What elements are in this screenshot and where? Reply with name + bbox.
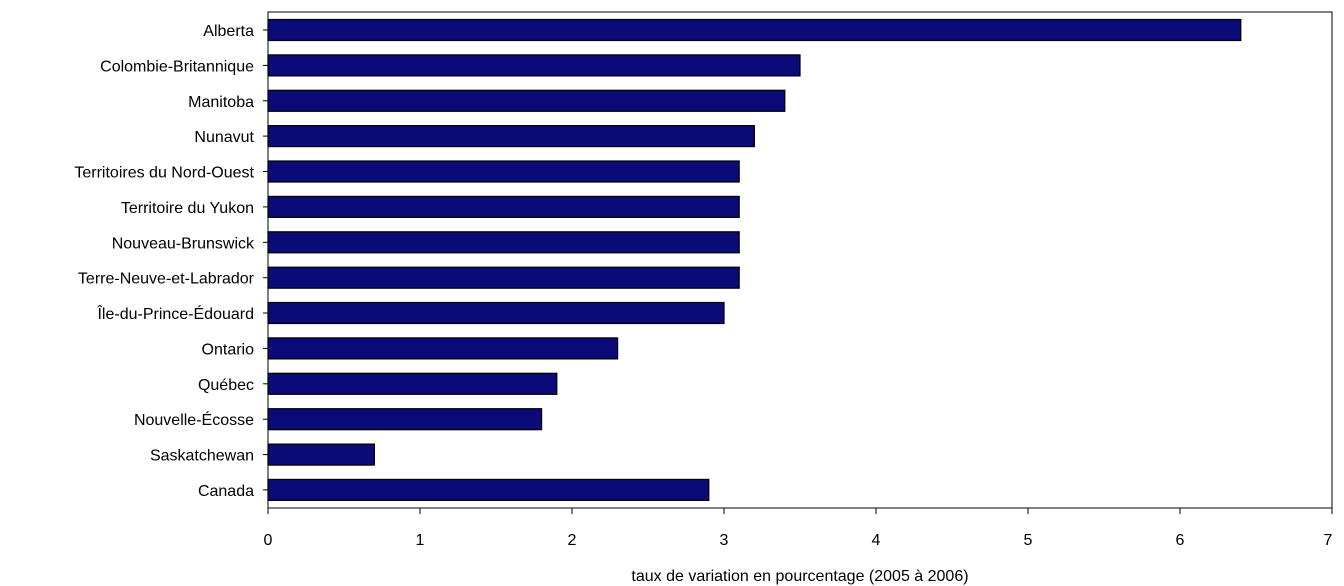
bar <box>267 478 710 501</box>
bar <box>267 301 725 325</box>
bar <box>267 89 786 112</box>
category-label: Territoire du Yukon <box>121 200 254 217</box>
bar <box>267 408 543 431</box>
category-label: Québec <box>198 377 254 394</box>
category-label: Ontario <box>202 341 255 358</box>
category-label: Canada <box>198 483 254 500</box>
bar <box>267 443 376 466</box>
category-label: Colombie-Britannique <box>100 58 254 75</box>
category-label: Nouveau-Brunswick <box>112 235 255 252</box>
plot-area <box>267 11 1333 509</box>
bar <box>267 337 619 360</box>
category-label: Saskatchewan <box>150 448 254 465</box>
bar <box>267 231 740 254</box>
bar <box>267 18 1242 42</box>
category-label: Terre-Neuve-et-Labrador <box>78 271 255 288</box>
x-axis-label: taux de variation en pourcentage (2005 à… <box>631 568 968 585</box>
x-tick-label: 7 <box>1324 532 1333 549</box>
category-label: Territoires du Nord-Ouest <box>74 165 254 182</box>
x-tick-label: 2 <box>568 532 577 549</box>
bar <box>267 195 740 218</box>
x-tick-label: 4 <box>872 532 881 549</box>
bar <box>267 160 740 183</box>
bar <box>267 372 558 395</box>
x-tick-label: 3 <box>720 532 729 549</box>
category-label: Nunavut <box>194 129 254 146</box>
category-label: Île-du-Prince-Édouard <box>96 304 254 323</box>
x-tick-label: 6 <box>1176 532 1185 549</box>
category-label: Alberta <box>203 23 254 40</box>
category-label: Manitoba <box>188 94 254 111</box>
x-tick-label: 5 <box>1024 532 1033 549</box>
category-labels: Alberta Colombie-Britannique Manitoba Nunav… <box>74 23 268 500</box>
bar <box>267 266 740 289</box>
x-tick-label: 0 <box>264 532 273 549</box>
x-axis-ticks: 0 1 2 3 4 5 6 7 <box>264 508 1333 549</box>
category-label: Nouvelle-Écosse <box>134 410 254 429</box>
bar <box>267 124 755 148</box>
x-tick-label: 1 <box>416 532 425 549</box>
bar <box>267 54 801 77</box>
